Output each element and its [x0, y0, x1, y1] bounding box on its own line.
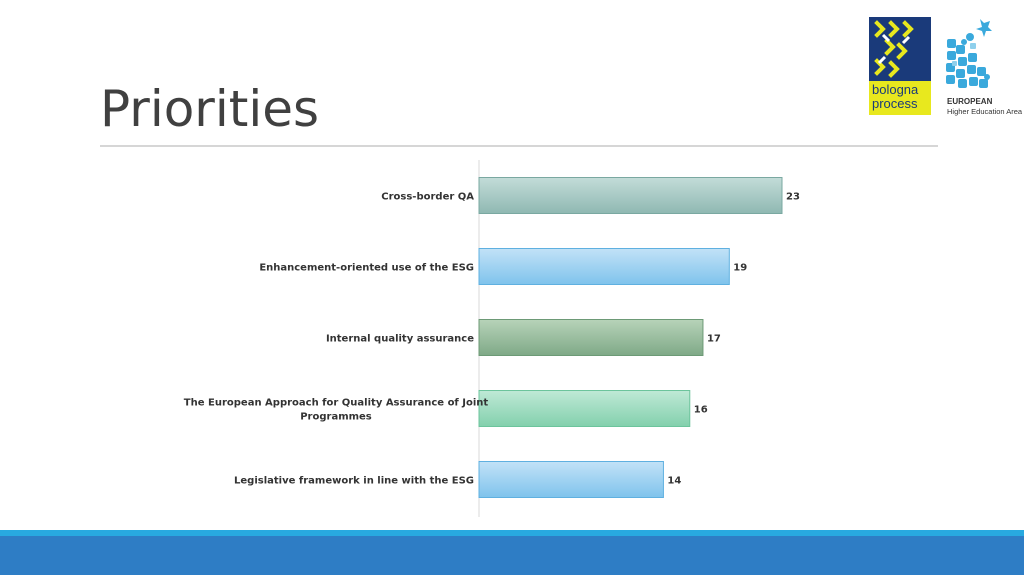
category-label-1: Cross-border QA: [381, 192, 474, 203]
bar-3: [478, 319, 704, 356]
value-label-4: 16: [694, 405, 708, 416]
bar-2: [478, 248, 730, 285]
category-label-2: Enhancement-oriented use of the ESG: [259, 263, 474, 274]
bologna-logo-band: [869, 81, 931, 115]
ehea-title: EUROPEAN: [947, 97, 993, 106]
value-label-3: 17: [707, 334, 721, 345]
title-divider: [100, 145, 938, 147]
bar-5: [478, 461, 664, 498]
process-word: process: [872, 96, 918, 111]
labels-layer: 23 Cross-border QA 19 Enhancement-oriented …: [184, 192, 800, 487]
bar-4: [478, 390, 691, 427]
category-label-4: The European Approach for Quality Assura…: [184, 398, 489, 423]
category-label-3: Internal quality assurance: [326, 334, 474, 345]
value-label-2: 19: [733, 263, 747, 274]
priorities-chart: 23 Cross-border QA 19 Enhancement-oriented …: [0, 155, 1024, 525]
value-label-1: 23: [786, 192, 800, 203]
category-label-5: Legislative framework in line with the E…: [234, 476, 474, 487]
footer-accent-stripe: [0, 530, 1024, 536]
bars-layer: [478, 177, 783, 498]
slide-title: Priorities: [100, 80, 320, 138]
value-label-5: 14: [667, 476, 681, 487]
bologna-stars-icon: [874, 20, 914, 78]
bar-chart-svg: 23 Cross-border QA 19 Enhancement-oriented …: [184, 160, 800, 517]
bologna-word: bologna: [872, 82, 919, 97]
ehea-subtitle: Higher Education Area: [947, 107, 1023, 116]
ehea-puzzle-icon: [946, 19, 992, 88]
bologna-logo-panel: [869, 17, 931, 81]
bar-1: [478, 177, 783, 214]
footer-bar: [0, 530, 1024, 575]
bologna-process-logo: bologna process: [869, 17, 931, 115]
